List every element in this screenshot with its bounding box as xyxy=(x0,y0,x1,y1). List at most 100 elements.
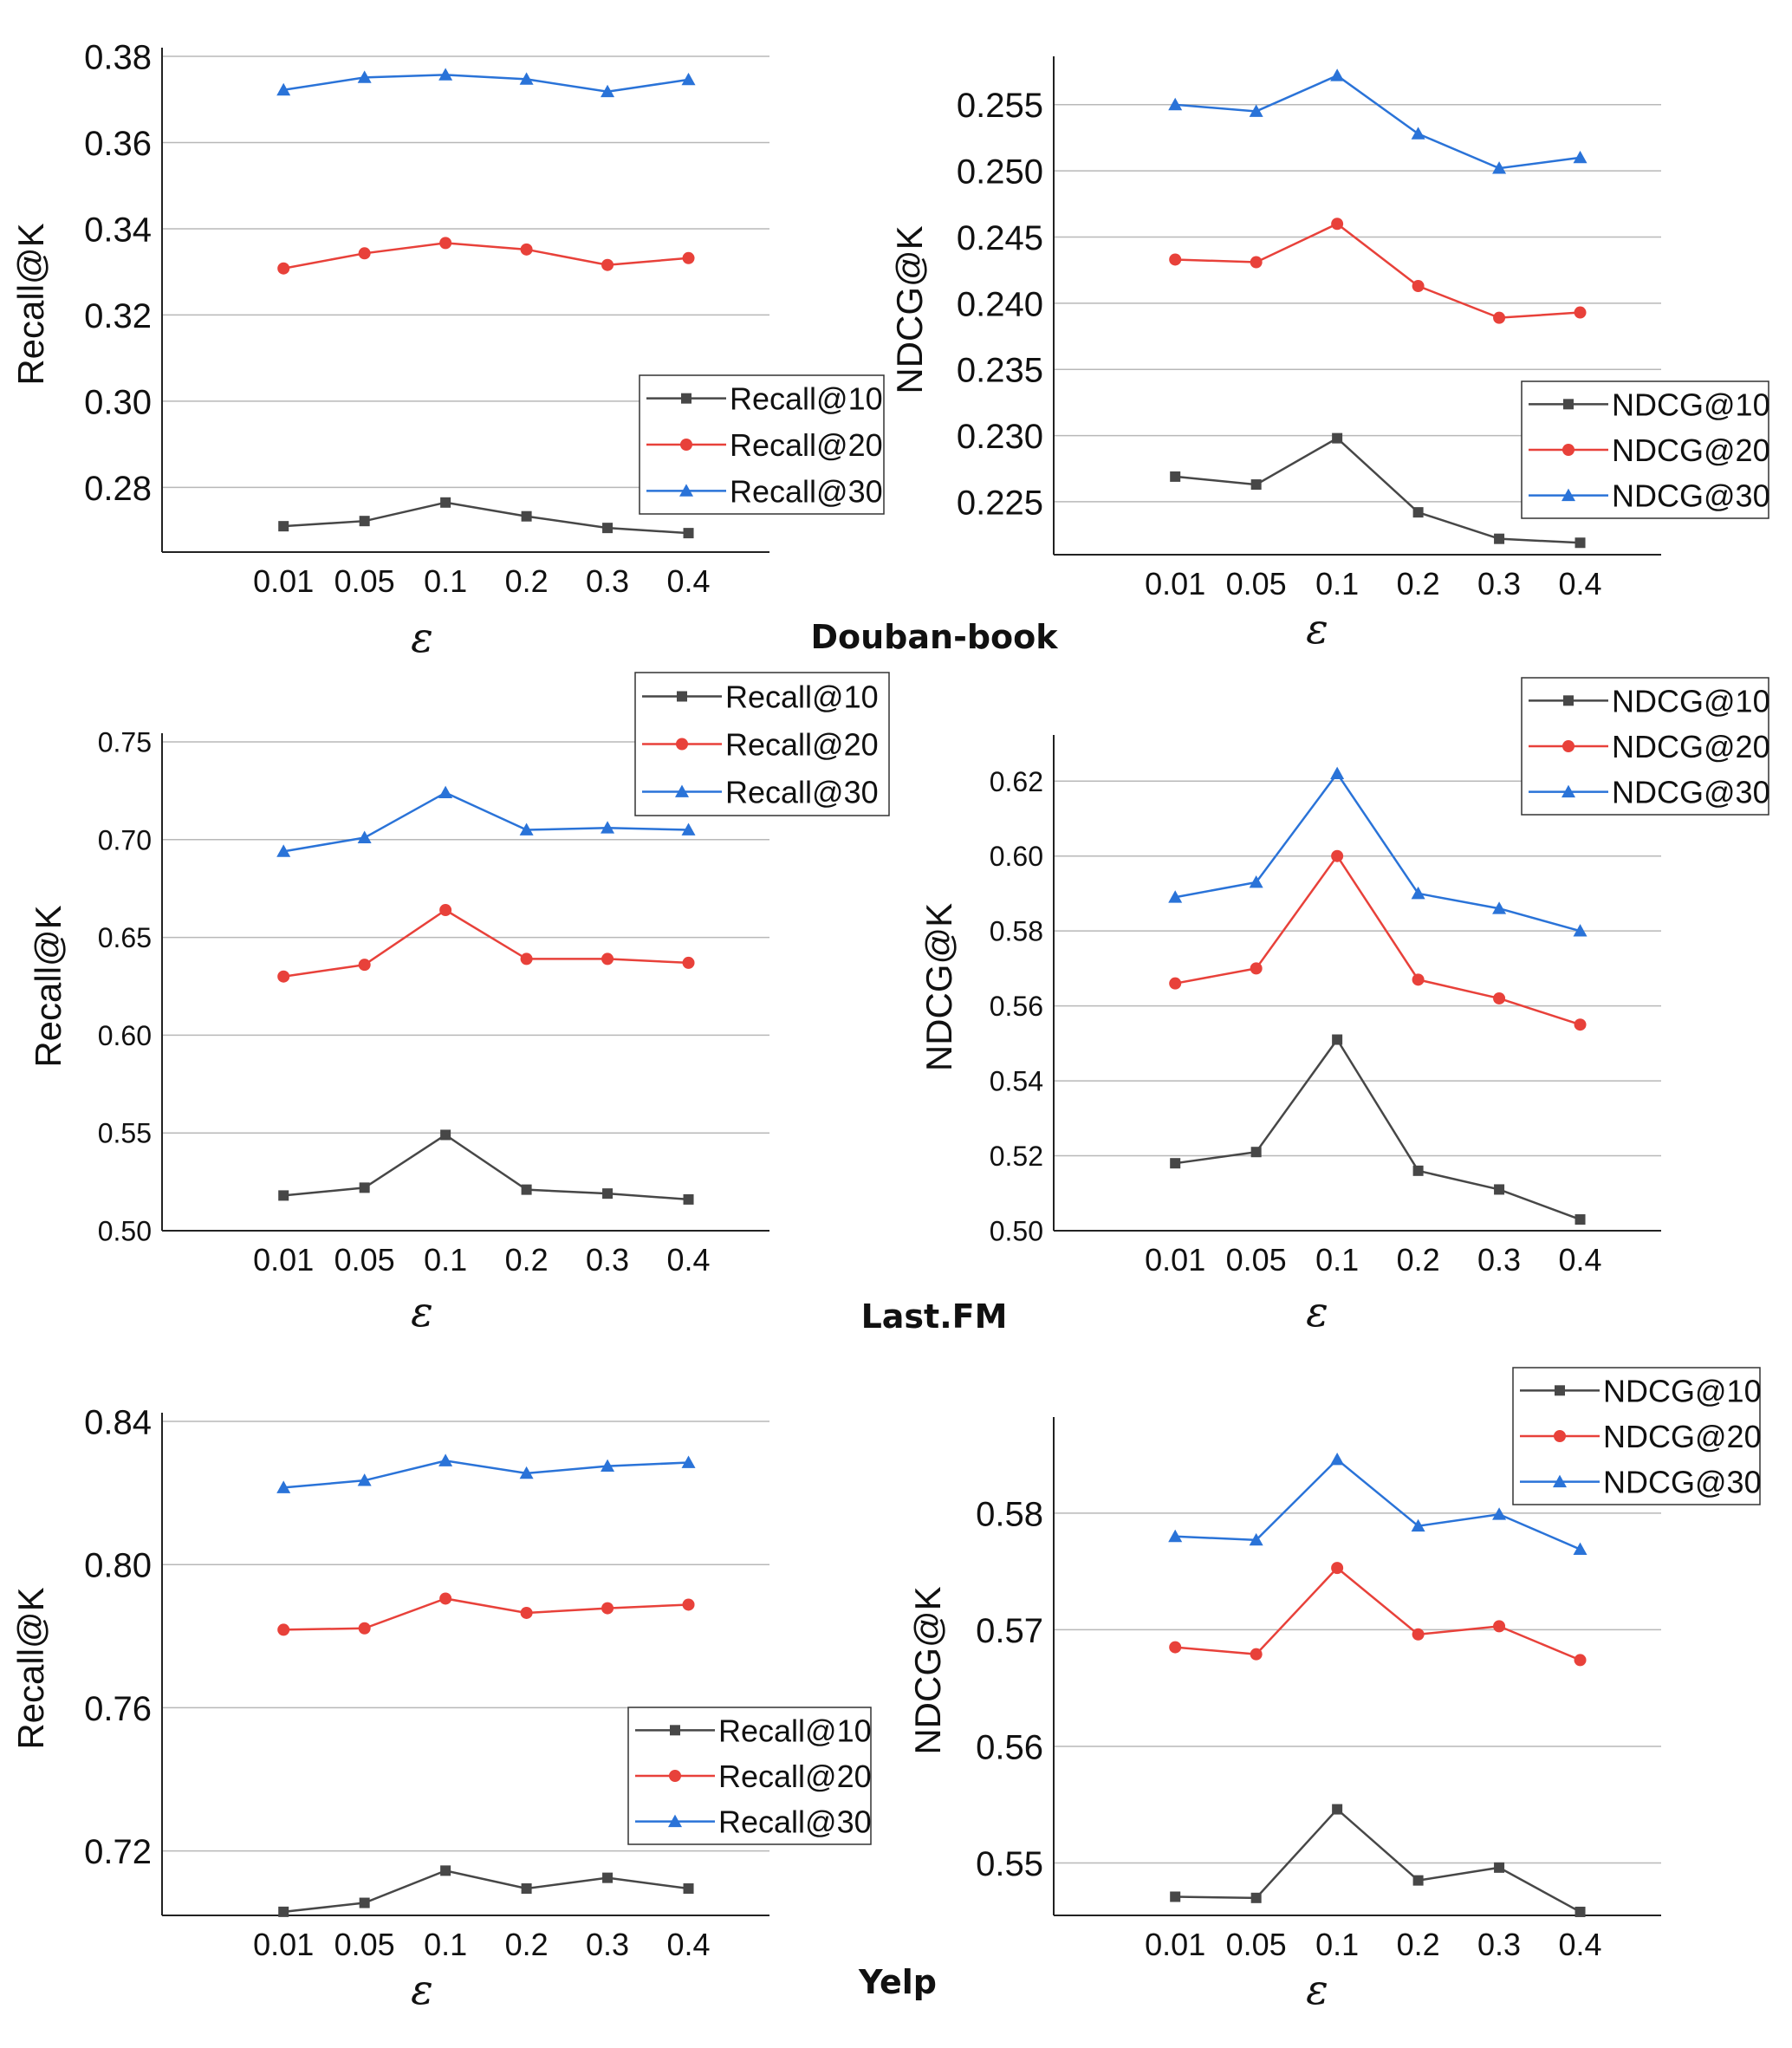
series-line-recall-at-30 xyxy=(283,74,689,94)
data-point xyxy=(1573,1542,1587,1555)
panels: 0.280.300.320.340.360.380.01 0.05 0.1 0.2 0.… xyxy=(10,38,1770,2014)
y-tick-label: 0.84 xyxy=(84,1403,152,1441)
data-point xyxy=(1170,1158,1181,1169)
data-point xyxy=(601,952,614,965)
data-point xyxy=(682,956,695,969)
series-line-ndcg-at-10 xyxy=(1175,1807,1581,1914)
legend-label: NDCG@30 xyxy=(1603,1465,1762,1500)
data-point xyxy=(277,262,290,275)
data-point xyxy=(1169,977,1182,990)
legend-label: Recall@10 xyxy=(725,679,879,714)
x-tick-label: 0.1 xyxy=(424,1242,467,1278)
data-point xyxy=(1412,507,1424,518)
y-tick-label: 0.58 xyxy=(976,1495,1043,1533)
x-tick-label: 0.2 xyxy=(505,1927,549,1962)
legend-marker xyxy=(1562,740,1574,752)
legend-marker xyxy=(681,393,691,404)
legend-label: NDCG@30 xyxy=(1612,478,1770,514)
chart-panel-5: 0.72 0.76 0.80 0.84 0.01 0.05 0.1 0.2 0.3 0.4 Reca… xyxy=(10,1403,872,2014)
y-tick-label: 0.50 xyxy=(98,1216,152,1247)
y-tick-label: 0.240 xyxy=(957,285,1043,323)
data-point xyxy=(277,1623,290,1636)
x-tick-label: 0.2 xyxy=(505,563,549,599)
series-line-recall-at-30 xyxy=(282,791,689,853)
y-tick-label: 0.38 xyxy=(84,38,152,76)
x-tick-label: 0.05 xyxy=(334,1242,395,1278)
x-tick-label: 0.3 xyxy=(1477,1927,1521,1962)
legend-label: NDCG@10 xyxy=(1612,387,1770,422)
legend-label: Recall@20 xyxy=(730,427,883,463)
data-point xyxy=(681,1455,696,1468)
data-point xyxy=(1249,874,1263,888)
data-point xyxy=(1574,537,1586,549)
y-tick-label: 0.70 xyxy=(98,824,152,855)
legend-label: Recall@10 xyxy=(730,381,883,417)
data-point xyxy=(1331,218,1344,231)
data-point xyxy=(440,497,451,508)
legend-marker xyxy=(1562,784,1575,798)
x-tick-label: 0.2 xyxy=(1397,1242,1440,1278)
y-tick-label: 0.54 xyxy=(990,1066,1043,1097)
data-point xyxy=(601,84,615,98)
y-tick-label: 0.34 xyxy=(84,211,152,249)
data-point xyxy=(276,844,291,857)
x-tick-label: 0.05 xyxy=(1226,566,1287,601)
data-point xyxy=(602,523,614,534)
data-point xyxy=(1249,104,1263,117)
legend-label: NDCG@10 xyxy=(1612,683,1770,718)
series-line-ndcg-at-20 xyxy=(1174,854,1581,1026)
data-point xyxy=(1492,1507,1507,1520)
legend-label: Recall@30 xyxy=(718,1804,872,1840)
legend-label: Recall@20 xyxy=(718,1759,872,1794)
x-tick-label: 0.3 xyxy=(586,1242,629,1278)
data-point xyxy=(440,1865,451,1876)
x-tick-label: 0.2 xyxy=(505,1242,549,1278)
legend: NDCG@10 NDCG@20 NDCG@30 xyxy=(1521,380,1770,519)
y-axis-label: NDCG@K xyxy=(907,1586,948,1754)
chart-panel-2: 0.225 0.230 0.235 0.240 0.245 0.250 0.255 0.01 0… xyxy=(889,56,1770,653)
y-axis-label: Recall@K xyxy=(10,1587,51,1749)
data-point xyxy=(1412,1875,1424,1886)
legend: Recall@10 Recall@20 Recall@30 xyxy=(634,672,890,816)
data-point xyxy=(357,830,372,843)
data-point xyxy=(520,243,533,256)
legend-marker xyxy=(680,439,692,451)
data-point xyxy=(357,70,372,83)
data-point xyxy=(1250,1892,1262,1903)
y-axis-label: Recall@K xyxy=(28,905,68,1067)
chart-panel-1: 0.28 0.30 0.32 0.34 0.36 0.38 0.01 0.05 0.1 0.2 0.… xyxy=(10,38,885,662)
data-point xyxy=(1169,253,1182,266)
series-line-recall-at-20 xyxy=(283,1597,689,1631)
data-point xyxy=(681,72,696,86)
data-point xyxy=(519,72,534,85)
y-tick-label: 0.72 xyxy=(84,1833,152,1871)
x-tick-label: 0.3 xyxy=(1477,1242,1521,1278)
data-point xyxy=(1493,991,1506,1004)
data-point xyxy=(601,821,615,834)
data-point xyxy=(1412,973,1425,986)
legend-marker xyxy=(676,738,688,751)
data-point xyxy=(1412,280,1425,293)
y-tick-label: 0.56 xyxy=(990,991,1043,1022)
legend-marker xyxy=(670,1725,680,1736)
legend-marker xyxy=(1563,399,1574,410)
data-point xyxy=(1573,924,1587,937)
y-tick-label: 0.32 xyxy=(84,297,152,335)
x-tick-label: 0.01 xyxy=(253,563,314,599)
x-tick-label: 0.4 xyxy=(1559,1242,1602,1278)
data-point xyxy=(1250,1147,1262,1158)
legend: NDCG@10 NDCG@20 NDCG@30 xyxy=(1521,677,1770,816)
data-point xyxy=(1250,479,1262,491)
data-point xyxy=(521,510,532,522)
x-tick-label: 0.01 xyxy=(1145,566,1205,601)
y-tick-label: 0.28 xyxy=(84,470,152,508)
data-point xyxy=(1494,1862,1505,1873)
data-point xyxy=(439,904,452,917)
data-point xyxy=(1493,1620,1506,1633)
data-point xyxy=(1168,97,1183,111)
data-point xyxy=(359,1182,370,1193)
legend-marker xyxy=(675,784,689,797)
legend-marker xyxy=(1555,1385,1565,1396)
y-tick-label: 0.75 xyxy=(98,727,152,758)
